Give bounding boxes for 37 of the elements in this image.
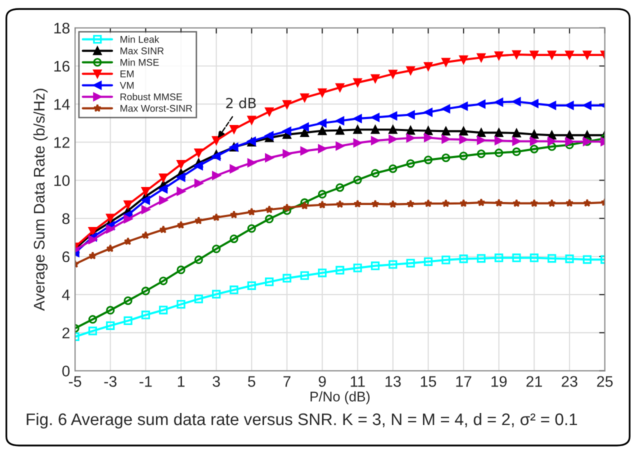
legend-label: Max SINR <box>120 47 164 54</box>
y-tick-label: 0 <box>62 366 70 376</box>
x-tick-label: 19 <box>492 376 507 387</box>
x-tick-label: 11 <box>350 376 365 387</box>
legend-label: Min Leak <box>120 36 160 43</box>
y-tick-label: 10 <box>54 175 70 186</box>
x-tick-label: 13 <box>386 376 401 387</box>
x-tick-label: 3 <box>212 376 220 387</box>
y-axis-title: Average Sum Data Rate (b/s/Hz) <box>33 88 48 311</box>
x-tick-label: -3 <box>104 376 116 387</box>
x-tick-label: 25 <box>597 376 613 387</box>
x-tick-label: 9 <box>318 376 326 387</box>
y-tick-label: 12 <box>54 137 70 148</box>
y-tick-label: 14 <box>54 99 70 110</box>
y-tick-label: 18 <box>54 22 70 34</box>
y-tick-label: 6 <box>62 251 70 262</box>
x-tick-label: -1 <box>140 376 152 387</box>
y-tick-label: 8 <box>62 213 70 224</box>
x-axis-title: P/No (dB) <box>310 391 370 404</box>
x-tick-label: 1 <box>178 376 185 387</box>
y-tick-label: 4 <box>62 290 70 300</box>
legend-label: Max Worst-SINR <box>120 104 192 112</box>
y-tick-label: 16 <box>54 60 70 72</box>
y-tick-label: 2 <box>62 328 70 338</box>
legend-label: Min MSE <box>120 58 159 66</box>
caption: Fig. 6 Average sum data rate versus SNR. K = 3, N = M = 4, d = 2, σ² = 0.1 <box>26 412 578 429</box>
x-tick-label: 7 <box>284 376 290 387</box>
x-tick-label: -5 <box>68 376 82 387</box>
legend-label: VM <box>120 82 134 89</box>
x-tick-label: 17 <box>456 376 472 387</box>
x-tick-label: 21 <box>526 376 542 387</box>
x-tick-label: 15 <box>420 376 436 387</box>
x-tick-label: 5 <box>248 376 256 387</box>
legend-label: EM <box>120 70 134 78</box>
annotation: 2 dB <box>226 98 256 108</box>
legend-label: Robust MMSE <box>120 93 182 100</box>
x-tick-label: 23 <box>562 376 578 387</box>
